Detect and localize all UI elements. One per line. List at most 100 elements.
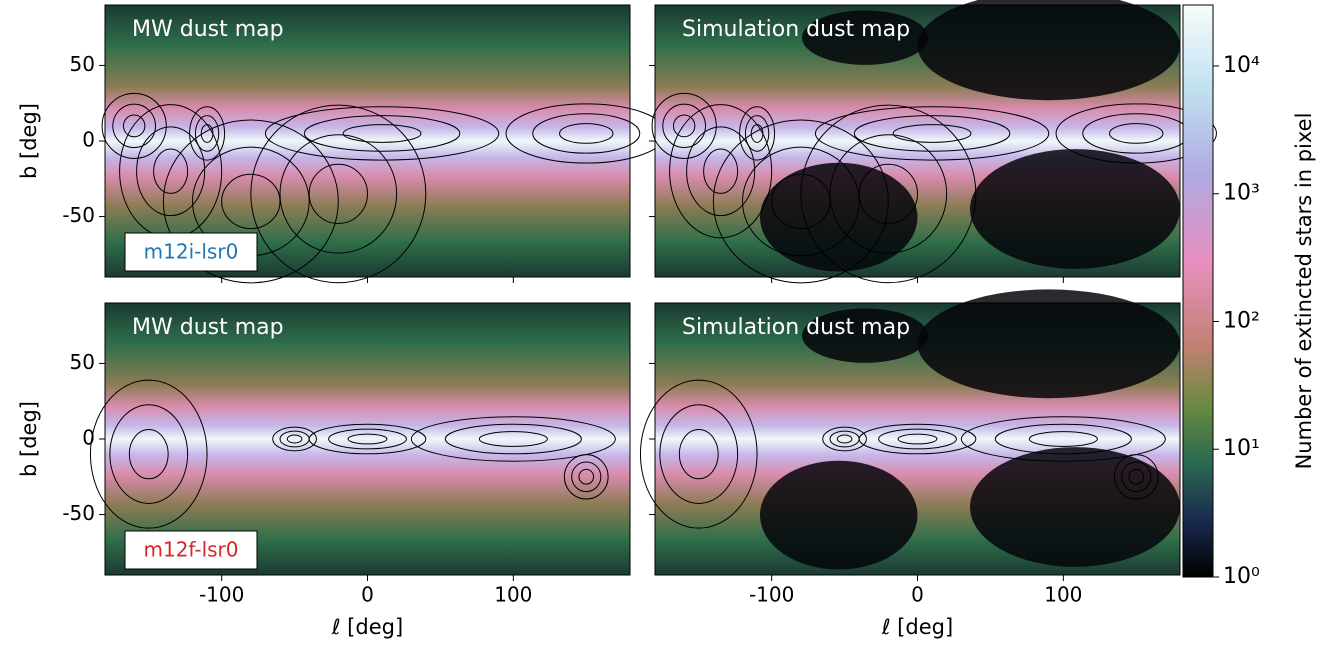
dark-region	[802, 10, 928, 65]
contour	[559, 123, 614, 144]
dark-region	[917, 289, 1180, 399]
contour	[686, 126, 756, 217]
contour	[194, 115, 220, 152]
contour	[1109, 123, 1164, 144]
y-tick-label: -50	[62, 501, 95, 525]
dark-region	[970, 149, 1180, 269]
contour	[153, 148, 189, 194]
contour	[814, 106, 1050, 161]
y-tick-label: 0	[82, 128, 95, 152]
x-tick-label: -100	[749, 583, 794, 607]
colorbar-tick-label: 10⁰	[1223, 564, 1260, 589]
panel-title: MW dust map	[132, 315, 284, 340]
x-tick-label: 100	[1044, 583, 1082, 607]
y-tick-label: 50	[70, 52, 95, 76]
panel-title: MW dust map	[132, 17, 284, 42]
contour	[308, 423, 427, 455]
contour	[1128, 468, 1145, 485]
contour	[303, 115, 461, 152]
contour	[109, 404, 189, 504]
x-axis-label: ℓ [deg]	[331, 615, 403, 639]
x-tick-label: 0	[911, 583, 924, 607]
contour	[250, 104, 427, 284]
contour	[347, 433, 388, 445]
panel-label: m12f-lsr0	[143, 538, 238, 562]
contour	[669, 104, 773, 239]
contour	[836, 434, 853, 444]
contour	[478, 431, 548, 447]
contour	[750, 124, 764, 143]
dark-region	[970, 447, 1180, 567]
contour	[800, 104, 977, 284]
contour	[200, 124, 214, 143]
contour	[279, 134, 398, 254]
contour	[829, 134, 948, 254]
y-axis-label: b [deg]	[17, 401, 41, 477]
contour	[703, 148, 739, 194]
contour	[264, 106, 500, 161]
contour	[892, 124, 972, 143]
contour	[639, 379, 758, 529]
y-tick-label: 50	[70, 350, 95, 374]
contour	[858, 423, 977, 455]
y-tick-label: 0	[82, 426, 95, 450]
contour	[286, 434, 303, 444]
x-axis-label: ℓ [deg]	[881, 615, 953, 639]
colorbar-tick-label: 10⁴	[1223, 53, 1260, 78]
x-tick-label: -100	[199, 583, 244, 607]
contour	[122, 114, 146, 138]
contour	[651, 92, 717, 159]
dark-region	[760, 162, 918, 272]
panel-label: m12i-lsr0	[144, 240, 239, 264]
x-tick-label: 0	[361, 583, 374, 607]
contour	[878, 428, 957, 450]
contour	[272, 426, 317, 452]
dark-region	[760, 460, 918, 570]
y-tick-label: -50	[62, 203, 95, 227]
contour	[1055, 103, 1217, 164]
contour	[1113, 454, 1159, 500]
colorbar-tick-label: 10¹	[1223, 436, 1260, 461]
contour	[744, 115, 770, 152]
contour	[960, 416, 1166, 462]
colorbar-label: Number of extincted stars in pixel	[1292, 113, 1316, 470]
y-axis-label: b [deg]	[17, 103, 41, 179]
label-box	[124, 530, 258, 570]
contour	[822, 426, 867, 452]
contour	[410, 416, 616, 462]
contour	[101, 92, 167, 159]
contour	[897, 433, 938, 445]
contour	[1121, 461, 1152, 493]
contour	[578, 468, 595, 485]
contour	[858, 163, 918, 224]
dark-region	[802, 308, 928, 363]
contour	[342, 124, 422, 143]
contour	[308, 163, 368, 224]
contour	[571, 461, 602, 493]
contour	[678, 428, 719, 480]
contour	[662, 103, 707, 149]
label-box	[124, 232, 258, 272]
contour	[659, 404, 739, 504]
dark-region	[917, 0, 1180, 101]
panel-title: Simulation dust map	[682, 17, 910, 42]
dust-map	[105, 303, 630, 575]
contour	[136, 126, 206, 217]
panel-title: Simulation dust map	[682, 315, 910, 340]
contour	[712, 119, 889, 284]
contour	[739, 106, 776, 161]
contour	[128, 428, 169, 480]
x-tick-label: 100	[494, 583, 532, 607]
contour	[742, 146, 860, 257]
contour	[89, 379, 208, 529]
contour	[444, 423, 582, 455]
contour	[994, 423, 1132, 455]
contour	[112, 103, 157, 149]
contour	[189, 106, 226, 161]
contour	[532, 113, 641, 154]
colorbar-tick-label: 10²	[1223, 308, 1260, 333]
colorbar	[1182, 4, 1214, 578]
contour	[162, 119, 339, 284]
contour	[563, 454, 609, 500]
